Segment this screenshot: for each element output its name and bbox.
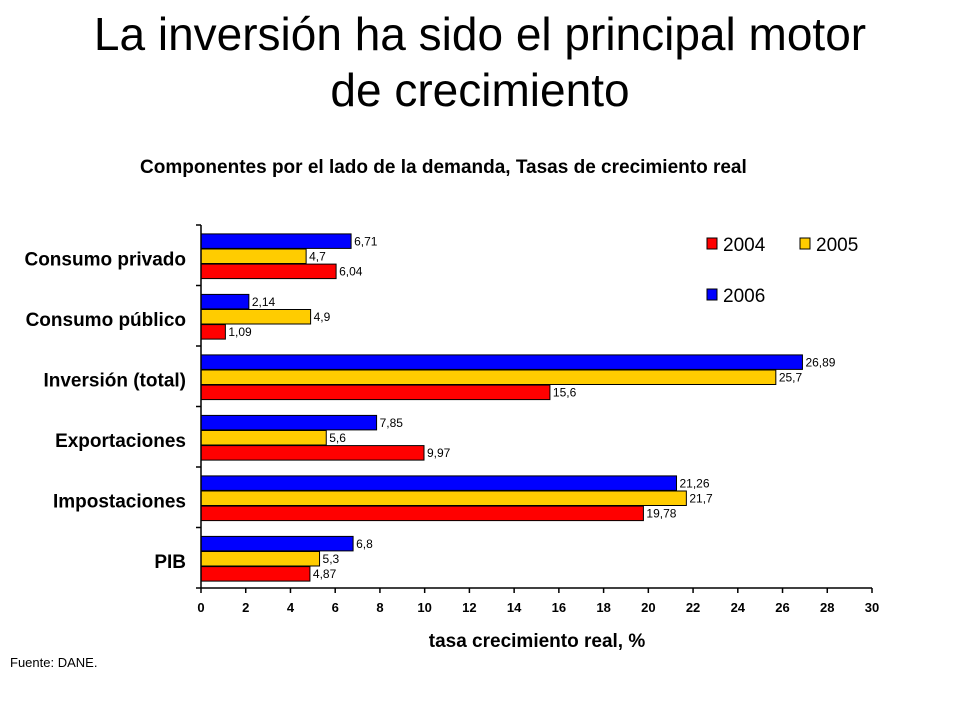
x-tick-label: 0 — [197, 600, 204, 615]
x-tick-label: 16 — [552, 600, 566, 615]
x-tick-label: 8 — [376, 600, 383, 615]
x-tick-label: 4 — [287, 600, 295, 615]
bar-2005 — [200, 248, 307, 264]
category-label: Consumo privado — [24, 249, 186, 270]
legend-swatch-2004 — [706, 237, 718, 250]
bar-2005 — [200, 430, 327, 446]
slide-title-line-2: de crecimiento — [330, 64, 630, 116]
bar-2006 — [200, 293, 250, 310]
category-label: PIB — [154, 552, 186, 573]
bar-2004 — [200, 505, 644, 522]
bar-2004 — [200, 566, 311, 582]
bar-value-label: 4,7 — [309, 250, 326, 264]
bar-2006 — [200, 414, 378, 431]
x-tick-label: 28 — [820, 600, 834, 615]
bar-value-label: 26,89 — [805, 355, 835, 369]
bar-2005 — [200, 490, 687, 506]
bar-2005 — [200, 309, 312, 325]
bar-value-label: 5,6 — [329, 431, 346, 445]
bar-value-label: 7,85 — [380, 416, 404, 430]
x-tick-label: 6 — [332, 600, 339, 615]
x-tick-label: 12 — [462, 600, 476, 615]
bar-value-label: 5,3 — [323, 552, 340, 566]
bar-2004 — [200, 445, 425, 461]
slide-title-line-1: La inversión ha sido el principal motor — [93, 8, 867, 60]
bar-2005 — [200, 369, 777, 385]
x-tick-label: 22 — [686, 600, 700, 615]
x-tick-label: 24 — [731, 600, 746, 615]
chart-title: Componentes por el lado de la demanda, T… — [140, 157, 747, 178]
x-axis-title: tasa crecimiento real, % — [429, 631, 646, 652]
source-note: Fuente: DANE. — [10, 655, 98, 670]
legend-label: 2004 — [723, 235, 766, 256]
slide-title: La inversión ha sido el principal motor … — [0, 6, 960, 118]
x-tick-label: 20 — [641, 600, 655, 615]
category-label: Inversión (total) — [43, 370, 186, 391]
legend-label: 2006 — [723, 286, 765, 307]
bar-2006 — [200, 475, 678, 491]
x-tick-label: 14 — [507, 600, 522, 615]
x-tick-label: 30 — [865, 600, 879, 615]
x-tick-label: 26 — [775, 600, 789, 615]
bar-value-label: 1,09 — [228, 325, 252, 339]
bar-value-label: 2,14 — [252, 295, 276, 309]
bar-2004 — [200, 324, 226, 340]
category-label: Consumo público — [26, 310, 186, 331]
bar-value-label: 21,26 — [680, 476, 710, 490]
bar-value-label: 6,04 — [339, 265, 363, 279]
x-tick-label: 18 — [596, 600, 610, 615]
bar-2005 — [200, 551, 321, 567]
bar-value-label: 4,9 — [314, 310, 331, 324]
bar-2004 — [200, 384, 551, 401]
category-label: Impostaciones — [53, 491, 186, 512]
x-tick-label: 10 — [417, 600, 431, 615]
bar-value-label: 4,87 — [313, 567, 337, 581]
bar-value-label: 21,7 — [689, 492, 713, 506]
bar-2006 — [200, 535, 354, 552]
x-tick-label: 2 — [242, 600, 249, 615]
bar-2004 — [200, 263, 337, 280]
bar-value-label: 25,7 — [779, 371, 803, 385]
bar-value-label: 19,78 — [646, 507, 676, 521]
bar-value-label: 9,97 — [427, 446, 451, 460]
bar-value-label: 6,71 — [354, 234, 378, 248]
bar-value-label: 6,8 — [356, 537, 373, 551]
legend-swatch-2006 — [706, 288, 718, 301]
legend-label: 2005 — [816, 235, 858, 256]
bar-2006 — [200, 233, 352, 249]
bar-2006 — [200, 354, 803, 370]
bar-value-label: 15,6 — [553, 386, 577, 400]
legend-swatch-2005 — [799, 237, 811, 250]
category-label: Exportaciones — [55, 431, 186, 452]
